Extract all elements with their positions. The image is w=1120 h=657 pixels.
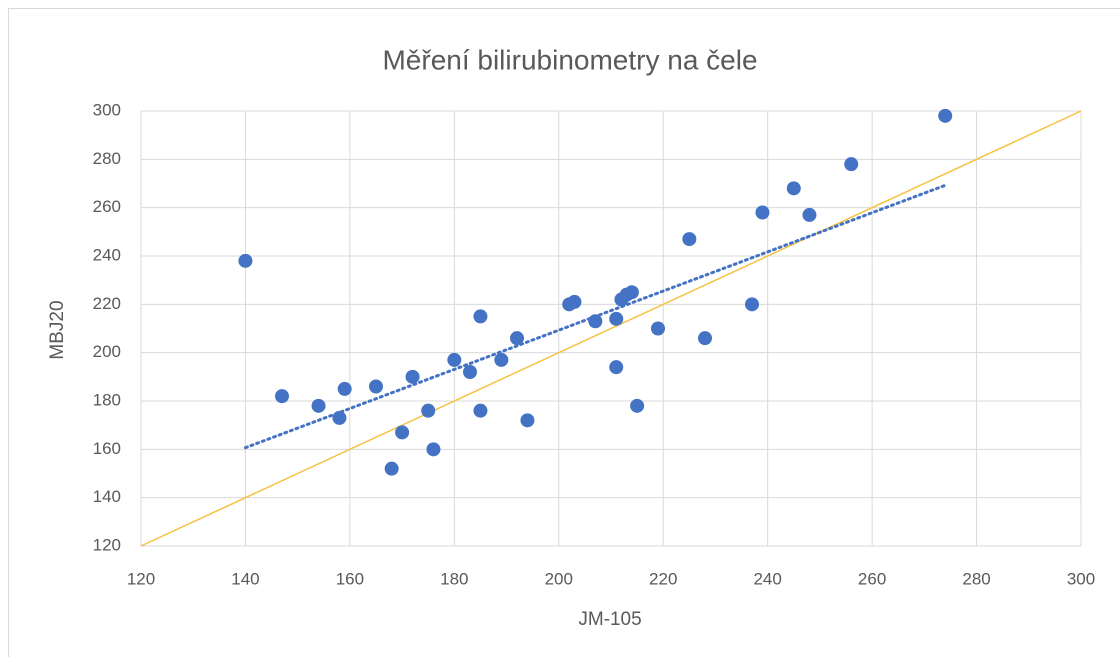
point xyxy=(395,425,410,440)
point xyxy=(938,108,953,123)
x-tick-label: 140 xyxy=(231,569,259,588)
point xyxy=(510,331,524,346)
y-tick-label: 140 xyxy=(93,487,121,506)
y-tick-label: 120 xyxy=(93,535,121,554)
point xyxy=(447,352,462,367)
point xyxy=(426,442,441,457)
point xyxy=(755,205,770,220)
point xyxy=(630,398,645,413)
point xyxy=(802,207,817,222)
point xyxy=(786,181,801,196)
point xyxy=(473,309,488,324)
x-tick-label: 300 xyxy=(1067,569,1095,588)
point xyxy=(745,297,759,312)
x-tick-label: 120 xyxy=(127,569,155,588)
point xyxy=(624,285,639,300)
point xyxy=(682,232,697,247)
reference-line xyxy=(140,110,1082,547)
chart-border xyxy=(8,8,1120,657)
x-tick-label: 220 xyxy=(649,569,677,588)
x-tick-label: 160 xyxy=(336,569,364,588)
point xyxy=(698,331,712,346)
x-tick-label: 280 xyxy=(962,569,990,588)
point xyxy=(337,381,352,396)
point xyxy=(520,413,535,428)
point xyxy=(405,369,420,384)
point xyxy=(651,321,665,336)
y-tick-label: 160 xyxy=(93,439,121,458)
chart-title: Měření bilirubinometry na čele xyxy=(382,44,757,75)
point xyxy=(588,314,603,329)
y-tick-label: 300 xyxy=(93,100,121,119)
point xyxy=(384,461,399,476)
y-tick-label: 260 xyxy=(93,197,121,216)
point xyxy=(609,311,624,326)
point xyxy=(311,398,326,413)
x-tick-label: 260 xyxy=(858,569,886,588)
point xyxy=(369,379,383,394)
point xyxy=(494,352,509,367)
point xyxy=(609,360,624,375)
point xyxy=(332,410,347,425)
y-tick-label: 180 xyxy=(93,390,121,409)
point xyxy=(473,403,488,418)
x-tick-label: 240 xyxy=(753,569,781,588)
point xyxy=(567,294,582,309)
x-tick-label: 180 xyxy=(440,569,468,588)
point xyxy=(463,365,477,379)
y-tick-label: 200 xyxy=(93,342,121,361)
point xyxy=(238,253,253,268)
y-tick-label: 240 xyxy=(93,245,121,264)
point xyxy=(844,157,859,172)
y-tick-label: 280 xyxy=(93,149,121,168)
point xyxy=(275,389,289,404)
y-tick-label: 220 xyxy=(93,294,121,313)
point xyxy=(421,403,436,418)
x-tick-label: 200 xyxy=(545,569,573,588)
x-axis-label: JM-105 xyxy=(578,609,641,630)
y-axis-label: MBJ20 xyxy=(47,300,68,359)
